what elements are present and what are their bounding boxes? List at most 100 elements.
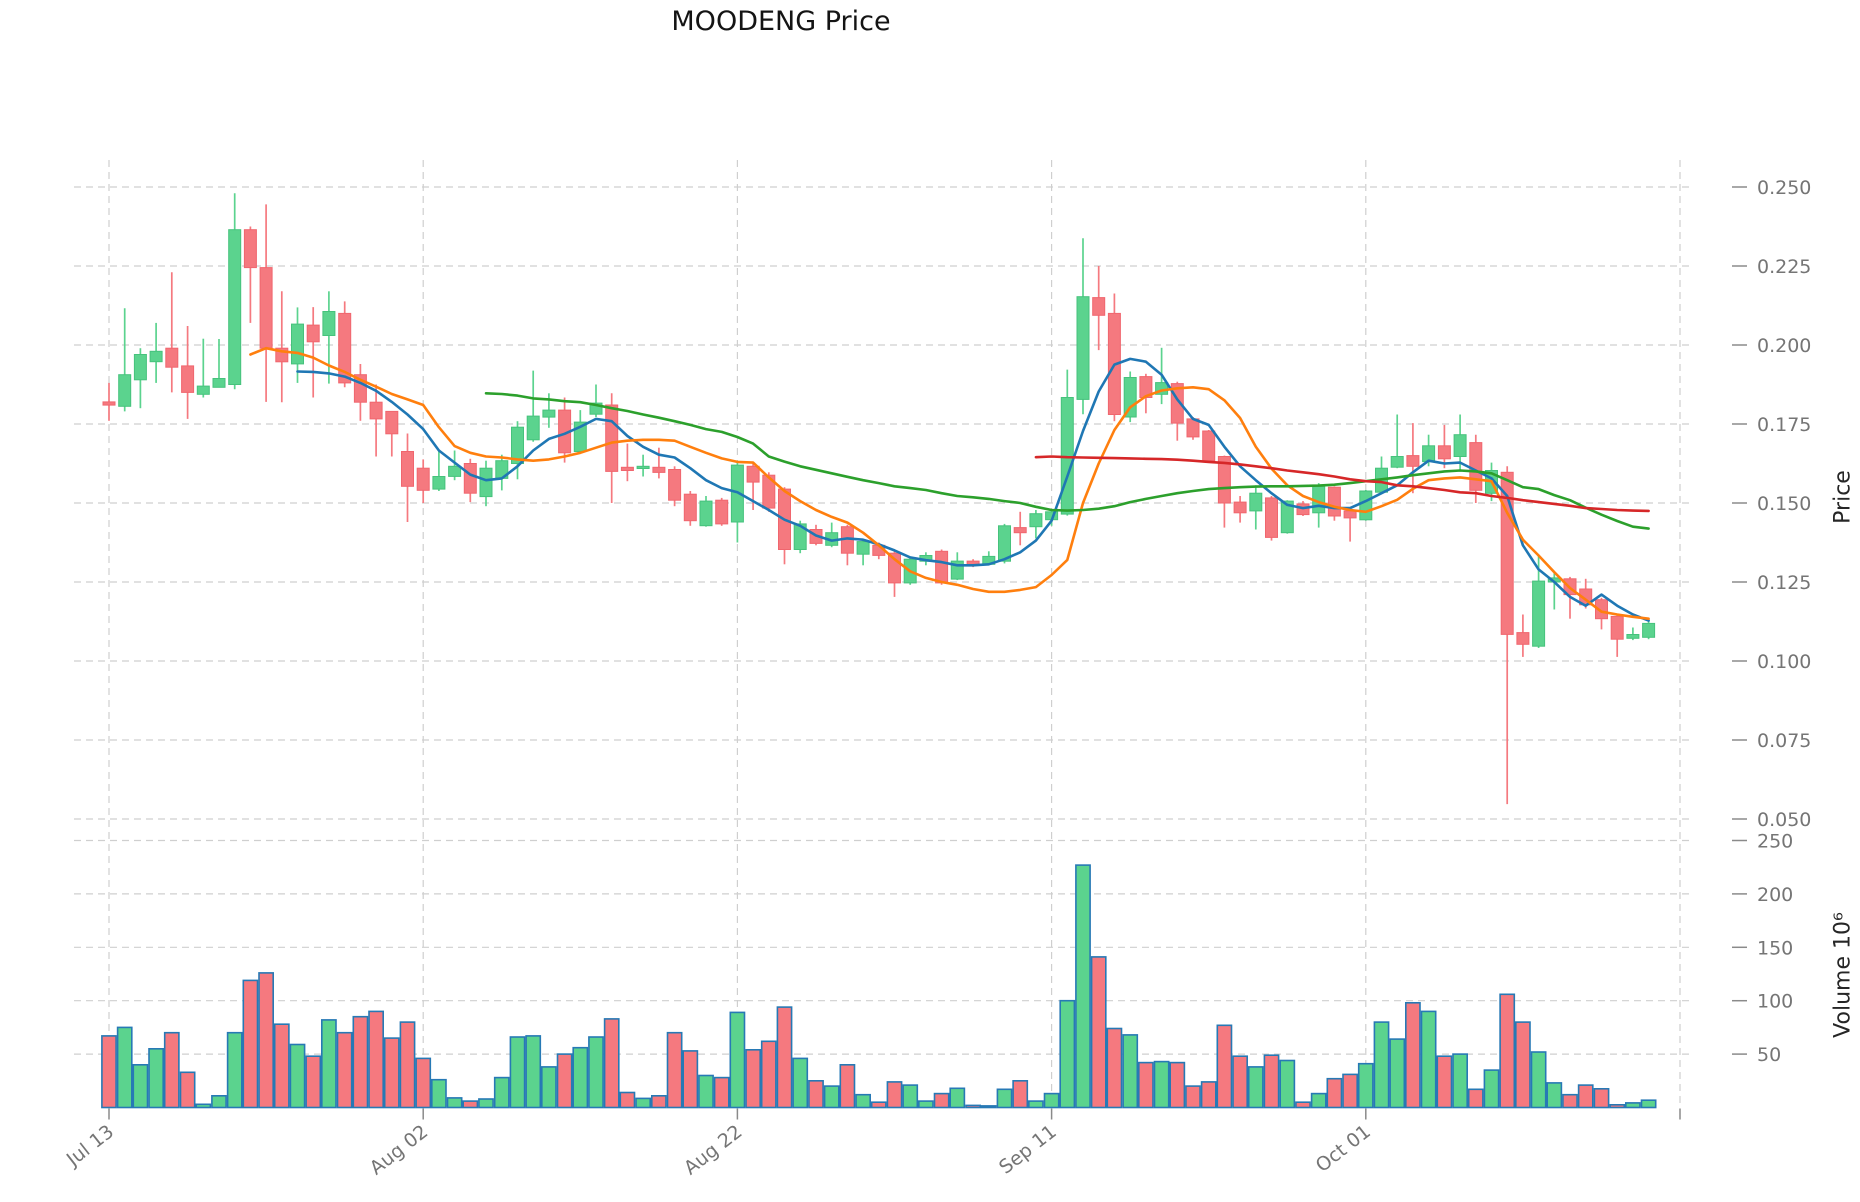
- volume-bar: [1546, 1082, 1563, 1109]
- price-tick-label: 0.225: [1757, 256, 1811, 278]
- volume-bar: [258, 972, 274, 1109]
- candle-body: [212, 378, 226, 388]
- volume-bar: [682, 1050, 699, 1109]
- volume-bar: [949, 1087, 966, 1109]
- volume-bar: [1059, 999, 1076, 1109]
- volume-bar: [179, 1071, 196, 1109]
- volume-bar: [635, 1097, 651, 1109]
- volume-bar: [713, 1076, 730, 1109]
- price-tick-label: 0.175: [1757, 414, 1811, 436]
- volume-bar: [1640, 1099, 1657, 1109]
- candle-body: [1280, 500, 1294, 534]
- volume-bar: [273, 1023, 290, 1109]
- candle-body: [1233, 501, 1247, 514]
- candle-body: [620, 466, 634, 471]
- candle-body: [1532, 580, 1546, 647]
- volume-bar: [352, 1015, 369, 1109]
- volume-tick-label: 50: [1757, 1044, 1781, 1066]
- candle-body: [542, 409, 556, 418]
- volume-bar: [211, 1095, 227, 1109]
- candle-body: [1013, 527, 1027, 534]
- candle-body: [1265, 497, 1278, 538]
- volume-tick-label: 200: [1757, 884, 1793, 906]
- volume-bar: [1185, 1085, 1201, 1109]
- volume-bar: [1593, 1088, 1610, 1109]
- volume-bar: [996, 1088, 1013, 1109]
- volume-bar: [1389, 1038, 1406, 1109]
- volume-bar: [886, 1081, 903, 1109]
- volume-bar: [195, 1103, 212, 1109]
- volume-bar: [1043, 1092, 1060, 1109]
- volume-bar: [870, 1101, 887, 1109]
- volume-tick-label: 250: [1757, 831, 1793, 853]
- volume-bar: [1279, 1059, 1296, 1109]
- volume-bar: [478, 1098, 494, 1109]
- volume-bar: [399, 1021, 416, 1109]
- volume-bar: [965, 1104, 981, 1109]
- candle-body: [259, 267, 273, 349]
- candle-body: [1469, 442, 1483, 491]
- volume-bar: [1357, 1062, 1374, 1109]
- volume-bar: [1295, 1101, 1311, 1109]
- candle-body: [133, 354, 147, 381]
- candle-body: [652, 466, 666, 473]
- volume-bar: [132, 1064, 149, 1109]
- volume-bar: [525, 1035, 542, 1109]
- volume-bar: [588, 1036, 604, 1109]
- candle-body: [196, 385, 210, 395]
- volume-bar: [855, 1093, 871, 1109]
- volume-bar: [760, 1040, 777, 1109]
- volume-bar: [1153, 1060, 1170, 1109]
- volume-bar: [808, 1080, 824, 1109]
- candle-body: [668, 469, 682, 501]
- candle-body: [369, 401, 383, 420]
- candle-body: [1453, 434, 1467, 458]
- volume-bar: [1342, 1073, 1358, 1109]
- candle-body: [683, 493, 697, 522]
- volume-bar: [666, 1031, 683, 1109]
- candle-body: [306, 324, 320, 343]
- candle-body: [385, 410, 399, 435]
- candle-body: [181, 365, 195, 393]
- date-tick-label: Aug 22: [680, 1121, 747, 1180]
- volume-bar: [1436, 1055, 1453, 1109]
- candle-body: [1359, 490, 1373, 521]
- volume-bar: [289, 1043, 306, 1109]
- price-tick-label: 0.125: [1757, 572, 1811, 594]
- volume-bar: [1138, 1061, 1154, 1109]
- date-tick-label: Aug 02: [366, 1121, 433, 1180]
- volume-bar: [792, 1057, 809, 1109]
- volume-bar: [446, 1097, 463, 1109]
- candle-body: [1437, 445, 1451, 460]
- volume-axis-label: Volume 10⁶: [1830, 912, 1856, 1038]
- volume-bar: [540, 1066, 557, 1109]
- volume-bar: [1373, 1021, 1390, 1109]
- volume-bar: [1310, 1092, 1327, 1109]
- volume-bar: [163, 1031, 180, 1109]
- candle-body: [243, 229, 257, 269]
- volume-tick-label: 150: [1757, 937, 1793, 959]
- candle-body: [1123, 377, 1137, 418]
- candle-body: [1076, 296, 1090, 400]
- candle-body: [432, 476, 446, 490]
- price-tick-label: 0.100: [1757, 651, 1811, 673]
- candle-body: [165, 347, 179, 368]
- candle-body: [228, 229, 242, 385]
- volume-bar: [226, 1031, 243, 1109]
- candle-body: [1029, 513, 1043, 528]
- volume-bar: [1216, 1024, 1233, 1109]
- ma-medium-orange-line: [249, 346, 1650, 621]
- chart-title: MOODENG Price: [671, 6, 891, 37]
- volume-bar: [509, 1036, 526, 1109]
- volume-bar: [1247, 1066, 1264, 1109]
- volume-bar: [148, 1048, 164, 1109]
- candle-body: [935, 550, 949, 584]
- volume-bar: [1169, 1061, 1186, 1109]
- volume-bar: [823, 1085, 840, 1109]
- volume-bar: [1515, 1021, 1531, 1109]
- volume-bar: [745, 1049, 761, 1109]
- volume-bar: [572, 1046, 589, 1109]
- candle-body: [1500, 471, 1514, 635]
- volume-bar: [336, 1031, 353, 1109]
